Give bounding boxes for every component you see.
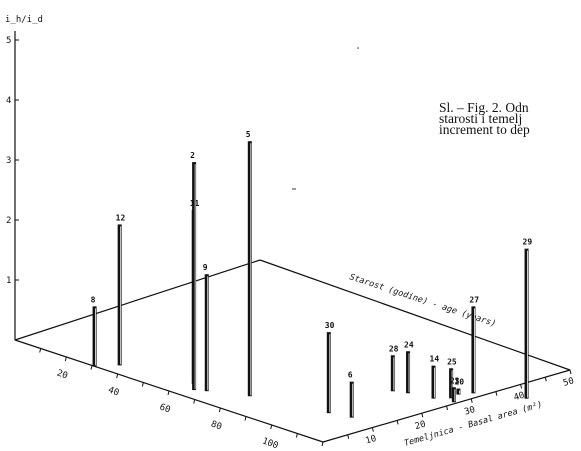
z-tick-label: 4 (6, 96, 11, 106)
age-tick-label: 40 (107, 385, 121, 398)
bar-2: 2 (190, 151, 197, 391)
basal-tick (520, 384, 523, 389)
bar-label: 10 (454, 378, 464, 387)
basal-tick-label: 30 (463, 405, 476, 418)
basal-tick (371, 427, 374, 432)
bar-label: 28 (389, 344, 399, 353)
bar (349, 381, 354, 418)
age-tick (90, 365, 93, 370)
bar-29: 29 (523, 238, 533, 399)
basal-tick (470, 398, 473, 403)
basal-tick-label: 10 (364, 434, 377, 447)
bar (204, 274, 209, 392)
basal-tick-label: 40 (513, 391, 526, 404)
bar-label: 14 (430, 355, 440, 364)
bar (92, 306, 97, 367)
bar-label: 12 (116, 213, 126, 222)
bar-5: 5 (246, 130, 252, 397)
bar-label: 5 (246, 130, 251, 139)
age-tick (244, 416, 247, 421)
bar (406, 351, 411, 394)
age-tick (116, 373, 119, 379)
bar-14: 14 (430, 355, 440, 399)
basal-tick (544, 377, 547, 382)
z-tick-label: 3 (6, 156, 11, 166)
bar (247, 141, 252, 397)
bar-label: 8 (91, 295, 96, 304)
age-tick (64, 356, 67, 362)
age-tick (193, 399, 196, 404)
basal-tick (569, 369, 572, 375)
age-tick (39, 348, 42, 353)
bar-label: 6 (348, 371, 353, 380)
right-back-edge-line (259, 259, 571, 371)
basal-tick (347, 434, 350, 439)
bar-23: 23 (450, 376, 460, 403)
bar-label: 24 (404, 340, 414, 349)
age-ticks: 20406080100120 (39, 348, 324, 451)
age-tick-label: 80 (209, 419, 223, 432)
age-tick (141, 382, 144, 387)
basal-tick (446, 405, 448, 411)
bar-label: 27 (469, 295, 479, 304)
bar (192, 162, 197, 391)
age-tick (218, 407, 221, 413)
basal-ticks: 10 20 30 40 50 (347, 369, 575, 447)
bar-8: 8 (91, 295, 97, 367)
axes-frame (14, 31, 571, 443)
caption-line-1: Sl. – Fig. 2. Odn (439, 100, 529, 115)
basal-tick-label: 50 (562, 376, 575, 389)
bar-series: 812112953028242714252329610 (91, 47, 533, 418)
z-ticks: 1 2 3 4 5 (6, 36, 19, 286)
z-tick-label: 1 (6, 276, 11, 286)
speck-mark (357, 47, 359, 49)
bar (451, 387, 456, 403)
age-tick (295, 433, 298, 438)
age-tick-label: 60 (158, 402, 172, 415)
bar-label: 30 (325, 321, 335, 330)
age-tick (321, 441, 324, 447)
bar (449, 368, 454, 399)
bar (456, 388, 461, 395)
bar-label: 25 (447, 357, 457, 366)
bar-label: 23 (450, 376, 460, 385)
z-tick-label: 5 (6, 36, 11, 46)
basal-tick (495, 391, 498, 396)
bar-10: 10 (454, 378, 464, 395)
z-axis-label: i_h/i_d (5, 15, 43, 25)
bar-label: 2 (190, 151, 195, 160)
back-age-axis-line (14, 259, 261, 341)
basal-tick (421, 413, 424, 418)
bar-9: 9 (203, 263, 209, 392)
basal-tick (396, 420, 399, 425)
bar-30: 30 (325, 321, 335, 414)
z-tick-label: 2 (6, 216, 11, 226)
bar-label: 9 (203, 263, 208, 272)
basal-tick-label: 20 (414, 419, 427, 432)
bar-27: 27 (469, 295, 479, 394)
bar-28: 28 (389, 344, 399, 392)
bar (431, 365, 436, 399)
bar-24: 24 (404, 340, 414, 394)
bar (117, 224, 122, 366)
bar (471, 306, 476, 394)
bar (326, 332, 331, 414)
bar (390, 355, 395, 392)
age-tick-label: 100 (261, 436, 280, 451)
caption-line-3: increment to dep (439, 122, 530, 137)
bar-12: 12 (116, 213, 126, 366)
caption-line-2: starosti i temelj (439, 111, 523, 126)
age-tick (270, 424, 273, 430)
figure-caption: Sl. – Fig. 2. Odn starosti i temelj incr… (439, 100, 530, 137)
age-tick (167, 390, 170, 396)
bar (524, 248, 529, 399)
bar-6: 6 (348, 371, 354, 418)
bar-label: 29 (523, 238, 533, 247)
age-tick-label: 20 (55, 368, 69, 381)
